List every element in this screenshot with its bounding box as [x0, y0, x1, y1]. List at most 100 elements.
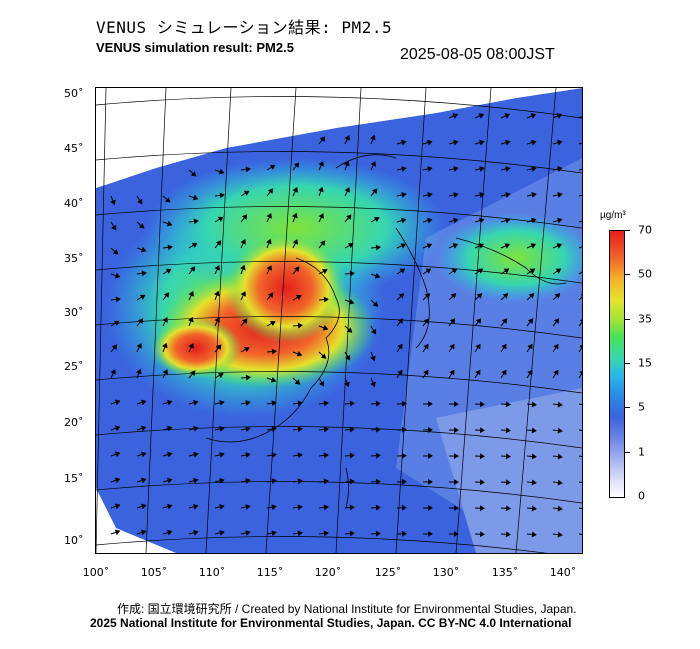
wind-arrow-head — [401, 452, 407, 459]
wind-arrow-head — [557, 401, 563, 408]
wind-arrow-head — [114, 451, 121, 458]
wind-arrow-head — [219, 503, 225, 510]
wind-arrow-head — [349, 270, 355, 277]
graticule — [96, 88, 582, 553]
wind-arrow-head — [504, 113, 511, 119]
wind-arrow-head — [505, 192, 511, 198]
wind-arrow-head — [553, 343, 559, 350]
wind-arrow-head — [479, 427, 485, 434]
wind-arrow-head — [115, 296, 121, 303]
wind-arrow-head — [166, 220, 173, 227]
wind-arrow-head — [427, 166, 433, 172]
wind-arrow-head — [320, 240, 326, 247]
wind-arrow-head — [556, 243, 563, 249]
wind-arrow-head — [501, 343, 507, 350]
wind-arrow-head — [374, 273, 381, 279]
wind-arrow-head — [454, 531, 459, 538]
wind-arrow-head — [344, 381, 350, 388]
wind-arrow-head — [428, 530, 433, 537]
wind-arrow-head — [271, 530, 277, 537]
wind-arrow-head — [345, 354, 351, 361]
wind-arrow-head — [193, 451, 199, 458]
wind-arrow-head — [475, 369, 481, 376]
wind-arrow-head — [140, 246, 147, 253]
wind-arrow-head — [557, 139, 563, 146]
wind-arrow-head — [453, 166, 459, 172]
wind-arrow-head — [141, 270, 147, 277]
wind-arrow-head — [167, 477, 173, 484]
wind-arrow-head — [375, 400, 381, 407]
wind-arrow-head — [375, 452, 381, 459]
wind-arrow-head — [557, 166, 563, 172]
wind-arrow-head — [216, 344, 222, 351]
wind-arrow-head — [167, 425, 173, 432]
wind-arrow-head — [296, 351, 303, 357]
wind-arrow — [578, 194, 582, 197]
wind-arrow-head — [245, 426, 251, 432]
wind-arrow-head — [271, 452, 277, 459]
wind-arrow-head — [193, 399, 199, 406]
wind-arrow-head — [505, 505, 511, 512]
wind-arrow-head — [454, 505, 459, 512]
wind-arrow-head — [398, 293, 405, 299]
wind-arrow-head — [297, 504, 303, 511]
lon-tick-140: 140˚ — [549, 566, 577, 579]
plume-green-north — [146, 158, 446, 298]
wind-arrow-head — [454, 479, 459, 486]
wind-arrow-head — [529, 268, 536, 274]
wind-arrow-head — [557, 505, 563, 512]
wind-arrow-head — [401, 530, 407, 537]
wind-arrow-head — [271, 348, 277, 355]
wind-arrow-head — [245, 504, 251, 510]
wind-arrow-head — [450, 293, 457, 299]
wind-arrow-head — [527, 318, 534, 324]
wind-arrow-head — [428, 478, 433, 485]
wind-arrow-head — [297, 426, 303, 433]
coastlines — [205, 154, 567, 509]
wind-arrow — [578, 429, 582, 431]
wind-arrow-head — [401, 139, 407, 146]
colorbar-tick-35: 35 — [638, 312, 652, 326]
wind-arrow-head — [501, 318, 508, 324]
wind-arrow-head — [323, 400, 329, 407]
pm25-map — [96, 88, 582, 553]
wind-arrow-head — [245, 530, 251, 536]
wind-arrow-head — [479, 453, 485, 460]
wind-arrow-head — [372, 188, 378, 195]
wind-arrow-head — [375, 244, 381, 251]
wind-arrow-head — [349, 426, 355, 433]
wind-arrow-head — [531, 427, 537, 434]
wind-arrow-head — [344, 135, 350, 141]
wind-arrow-head — [167, 399, 173, 406]
wind-arrow-head — [162, 369, 168, 375]
wind-arrow-head — [219, 529, 225, 536]
wind-arrow-head — [479, 139, 485, 146]
wind-arrow-head — [370, 381, 376, 388]
wind-arrow-head — [375, 504, 381, 511]
wind-arrow-head — [267, 188, 274, 194]
wind-arrow-head — [164, 197, 171, 203]
wind-arrow-head — [318, 186, 324, 193]
wind-arrow — [578, 403, 582, 405]
wind-arrow-head — [323, 530, 329, 537]
wind-arrow — [578, 533, 582, 535]
wind-arrow-head — [401, 217, 407, 224]
lon-tick-105: 105˚ — [140, 566, 168, 579]
wind-arrow-head — [243, 346, 250, 353]
wind-arrow-head — [428, 452, 433, 459]
lat-tick-50: 50˚ — [64, 87, 84, 100]
wind-arrow-head — [245, 400, 251, 406]
wind-arrow-head — [401, 504, 407, 511]
wind-arrow-head — [531, 166, 537, 172]
wind-arrow-head — [189, 266, 196, 272]
wind-arrow-head — [318, 213, 324, 219]
wind-arrow-head — [504, 243, 511, 249]
wind-arrow-head — [139, 294, 146, 300]
wind-arrow-head — [401, 426, 407, 433]
wind-arrow-head — [323, 504, 329, 511]
wind-arrow-head — [271, 504, 277, 511]
wind-arrow-head — [323, 426, 329, 433]
wind-arrow-head — [163, 292, 170, 298]
wind-arrow-head — [479, 505, 485, 512]
wind-arrow-head — [531, 479, 537, 486]
